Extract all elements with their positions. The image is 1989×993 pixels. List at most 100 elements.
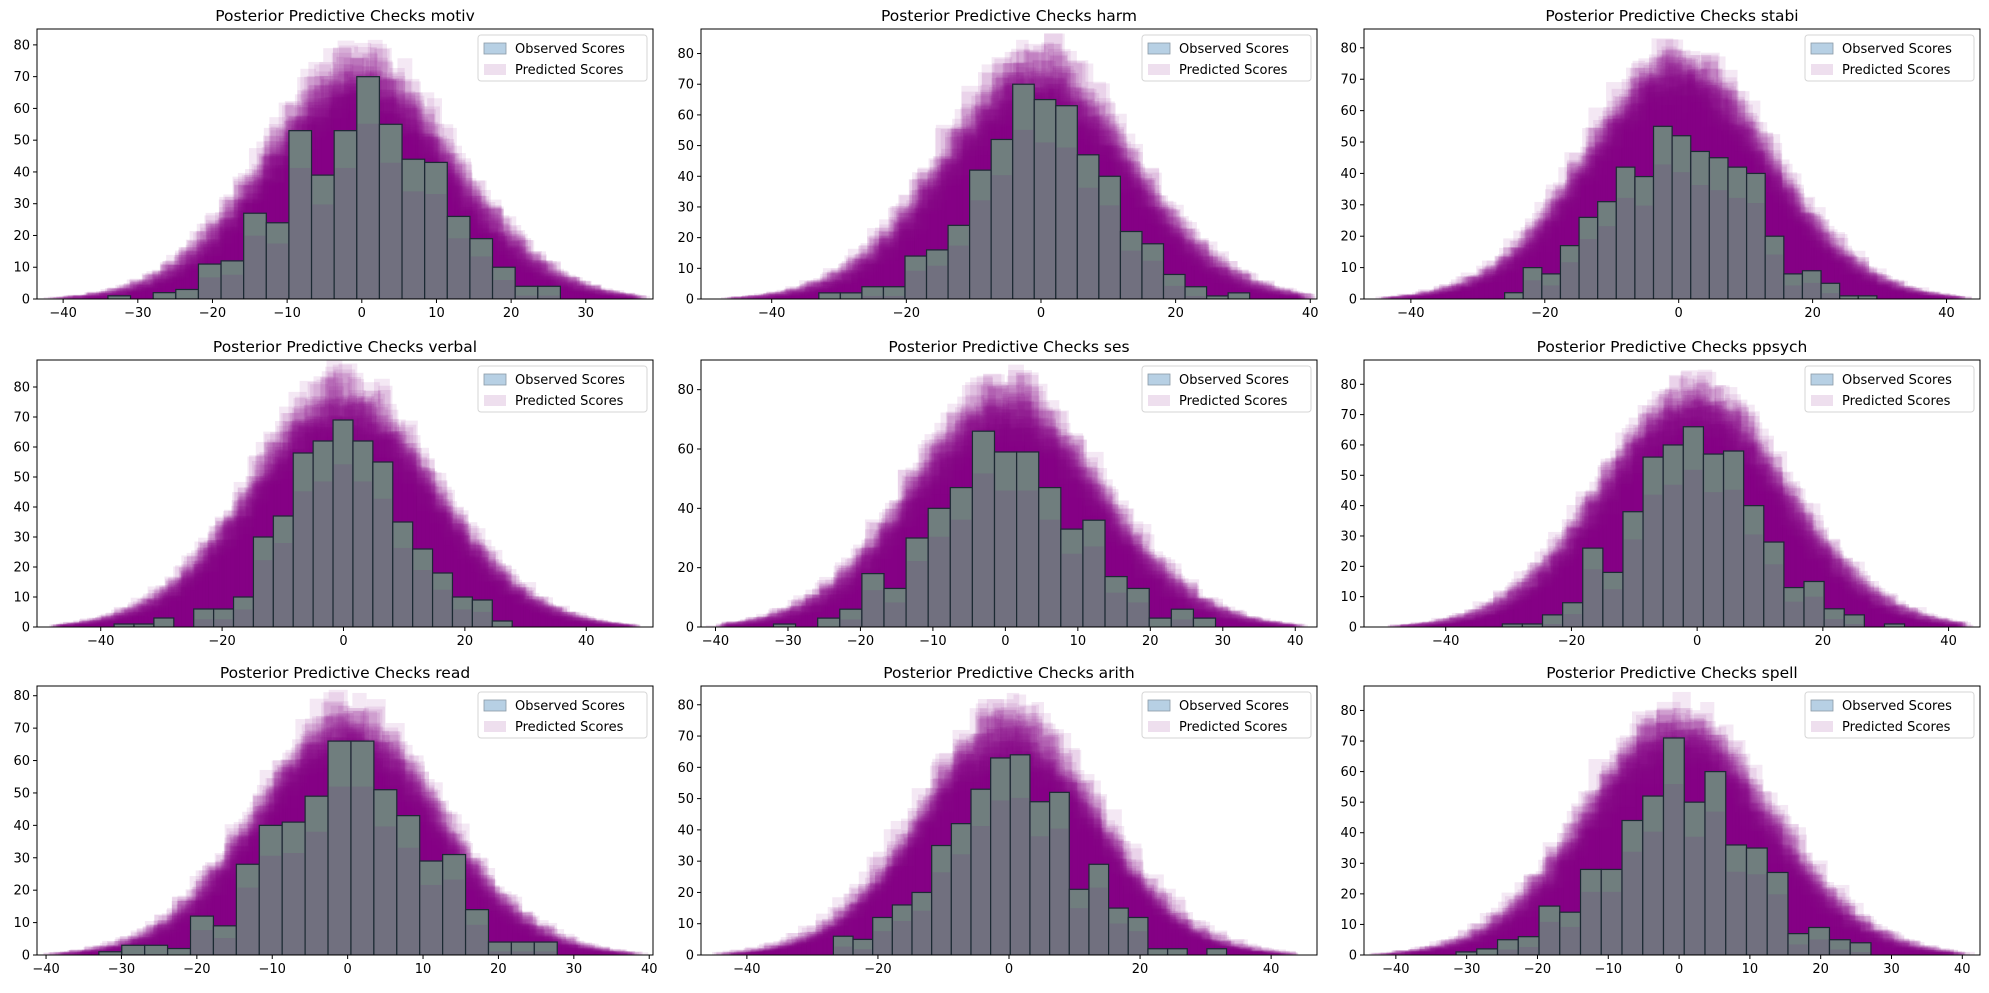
x-tick-label: −20 — [893, 306, 920, 321]
legend-swatch-observed — [1148, 43, 1170, 54]
observed-bar-highlight — [1673, 137, 1690, 172]
observed-bar-highlight — [358, 78, 379, 124]
y-tick-label: 0 — [686, 293, 694, 308]
observed-bar-highlight — [949, 226, 969, 245]
observed-bar-highlight — [1710, 159, 1727, 190]
observed-bar-highlight — [1143, 245, 1163, 261]
y-tick-label: 0 — [1349, 293, 1357, 308]
observed-bar-highlight — [1186, 288, 1206, 296]
observed-bar-highlight — [1543, 275, 1560, 286]
observed-bar-highlight — [971, 171, 991, 200]
predicted-bar — [1433, 295, 1447, 299]
y-tick-label: 60 — [677, 108, 694, 123]
observed-bar-highlight — [1785, 275, 1802, 286]
observed-bar-highlight — [1014, 85, 1034, 130]
y-tick-label: 50 — [13, 134, 30, 149]
observed-bar-highlight — [403, 160, 424, 191]
observed-bar-highlight — [222, 262, 243, 275]
observed-bar-highlight — [109, 297, 130, 300]
y-tick-label: 30 — [1340, 198, 1357, 213]
y-tick-label: 80 — [13, 38, 30, 53]
x-tick-label: −40 — [1397, 306, 1424, 321]
observed-bar-highlight — [516, 287, 537, 295]
legend-label-predicted: Predicted Scores — [1179, 63, 1288, 78]
observed-bar-highlight — [177, 290, 198, 298]
x-tick-label: 40 — [1938, 306, 1955, 321]
x-tick-label: −20 — [1531, 306, 1558, 321]
observed-bar-highlight — [1822, 284, 1839, 293]
observed-bar-highlight — [1748, 174, 1765, 203]
y-tick-label: 80 — [1340, 41, 1357, 56]
predicted-bar — [775, 294, 792, 299]
observed-bar-highlight — [267, 224, 288, 244]
observed-bar-highlight — [928, 251, 948, 266]
legend-label-observed: Observed Scores — [1179, 42, 1289, 57]
observed-bar-highlight — [426, 163, 447, 194]
observed-bar-highlight — [539, 287, 560, 295]
observed-bar-highlight — [1841, 297, 1858, 300]
observed-bar-highlight — [1100, 177, 1120, 205]
y-tick-label: 40 — [13, 165, 30, 180]
predicted-bar — [129, 292, 146, 299]
legend-label-predicted: Predicted Scores — [515, 63, 624, 78]
observed-bar-highlight — [884, 288, 904, 296]
observed-bar-highlight — [494, 268, 515, 280]
predicted-bar — [1250, 289, 1267, 299]
x-tick-label: 20 — [503, 306, 520, 321]
predicted-bar — [1474, 284, 1488, 299]
subplot-title: Posterior Predictive Checks harm — [881, 7, 1137, 25]
x-tick-label: 0 — [1037, 306, 1045, 321]
observed-bar-highlight — [1599, 203, 1616, 227]
y-tick-label: 50 — [677, 139, 694, 154]
x-tick-label: 0 — [1675, 306, 1683, 321]
predicted-bar — [1876, 285, 1890, 299]
y-tick-label: 60 — [13, 102, 30, 117]
legend: Observed Scores Predicted Scores — [478, 35, 647, 81]
x-tick-label: −40 — [758, 306, 785, 321]
observed-bar-highlight — [1803, 272, 1820, 283]
legend-label-predicted: Predicted Scores — [1842, 63, 1951, 78]
legend-label-observed: Observed Scores — [515, 42, 625, 57]
observed-bar-highlight — [245, 214, 266, 235]
observed-bar-highlight — [1859, 297, 1876, 300]
observed-bar-highlight — [335, 132, 356, 168]
observed-bar-highlight — [1208, 297, 1228, 300]
observed-bar-highlight — [1165, 275, 1185, 285]
x-tick-label: 30 — [578, 306, 595, 321]
observed-bar-highlight — [992, 140, 1012, 175]
observed-bar-highlight — [1766, 237, 1783, 254]
predicted-bar — [74, 295, 95, 299]
predicted-bar — [1917, 295, 1931, 299]
legend-swatch-predicted — [1811, 64, 1833, 75]
x-tick-label: −30 — [124, 306, 151, 321]
y-tick-label: 10 — [13, 261, 30, 276]
y-tick-label: 40 — [1340, 167, 1357, 182]
x-tick-label: 20 — [1804, 306, 1821, 321]
x-tick-label: 10 — [428, 306, 445, 321]
observed-bar-highlight — [1078, 156, 1098, 188]
y-tick-label: 0 — [22, 293, 30, 308]
observed-bar-highlight — [1580, 218, 1597, 239]
y-tick-label: 70 — [1340, 73, 1357, 88]
x-tick-label: 40 — [1302, 306, 1319, 321]
observed-bar-highlight — [1057, 107, 1077, 148]
y-tick-label: 70 — [13, 70, 30, 85]
predicted-bar — [1267, 292, 1284, 299]
predicted-bar — [1284, 295, 1301, 299]
x-tick-label: −40 — [49, 306, 76, 321]
y-tick-label: 70 — [677, 78, 694, 93]
observed-bar-highlight — [1655, 127, 1672, 164]
y-tick-label: 20 — [677, 231, 694, 246]
y-tick-label: 10 — [1340, 261, 1357, 276]
observed-bar-highlight — [290, 132, 311, 168]
observed-bar-highlight — [448, 217, 469, 238]
legend-swatch-predicted — [1148, 64, 1170, 75]
observed-bar-highlight — [1692, 152, 1709, 185]
y-tick-label: 20 — [1340, 230, 1357, 245]
predicted-bar — [584, 294, 601, 299]
y-tick-label: 30 — [677, 200, 694, 215]
